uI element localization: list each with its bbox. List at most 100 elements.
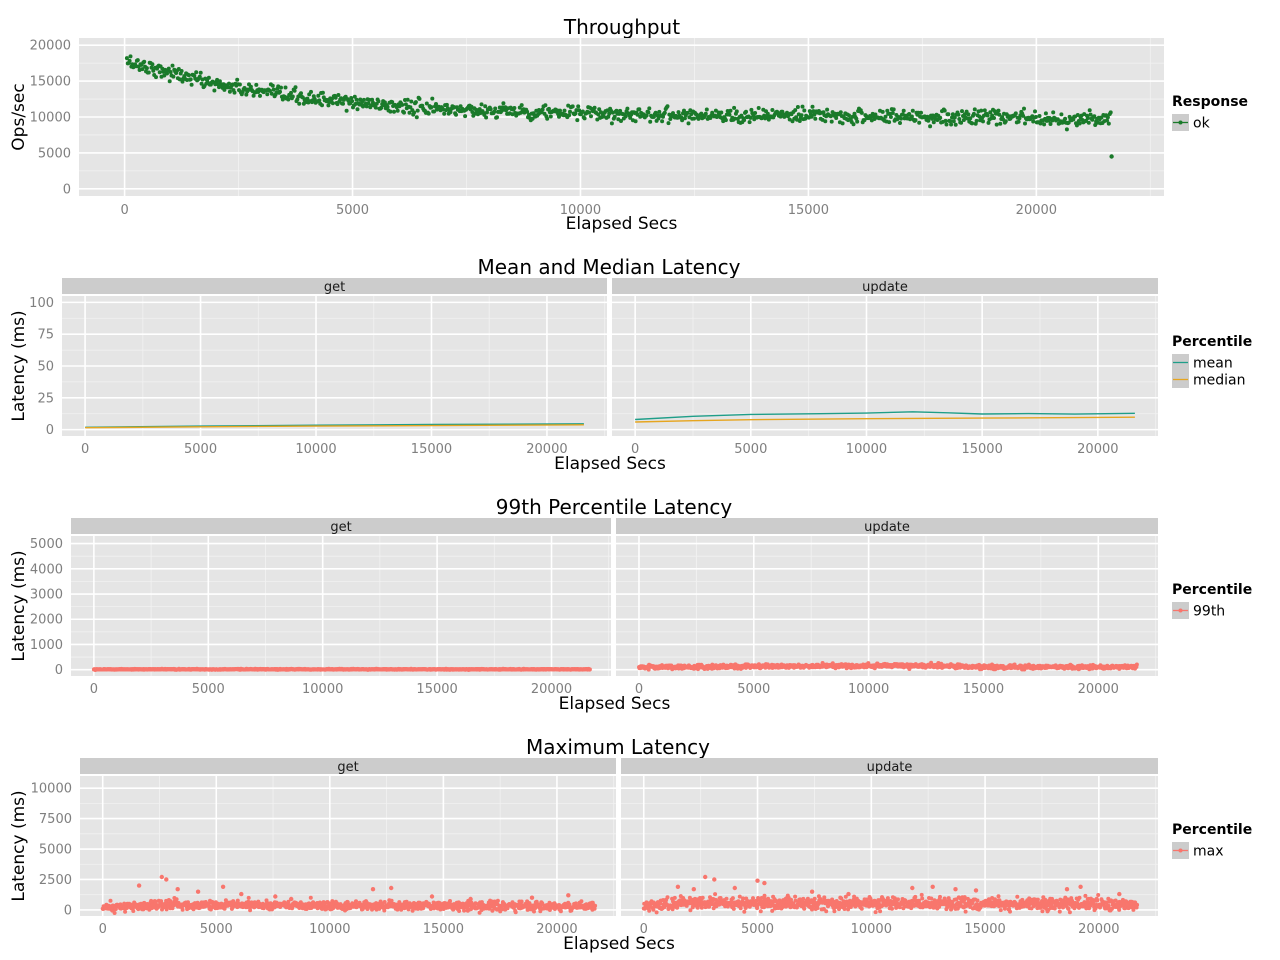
data-point [618,108,623,113]
facet-strip [621,758,1158,774]
data-point [593,903,598,908]
data-point [485,110,489,115]
data-point [810,104,815,109]
data-point [402,110,406,115]
data-point [855,119,860,124]
x-tick-label: 15000 [416,682,457,697]
data-point [972,107,977,112]
data-point [217,79,222,84]
data-point [852,111,857,116]
x-tick-label: 10000 [851,922,892,937]
data-point [704,107,709,112]
data-point [797,119,802,123]
data-point [444,102,449,107]
data-point [545,116,550,121]
data-point [751,896,755,901]
data-point [762,893,767,898]
data-point [206,75,211,80]
data-point [495,898,500,903]
data-point [151,68,156,73]
x-tick-label: 15000 [788,203,829,218]
data-point [430,96,435,101]
data-point [341,101,345,106]
data-point [770,108,775,112]
data-point [543,103,548,108]
data-point [1088,112,1093,117]
data-point [802,906,807,911]
data-point [959,120,964,125]
data-point [149,65,154,70]
data-point [144,66,149,71]
data-point [707,904,712,909]
data-point [981,119,985,124]
x-tick-label: 20000 [536,922,577,937]
data-point [942,108,947,113]
data-point [680,118,685,123]
data-point [997,112,1002,117]
data-point [354,97,359,102]
data-point [365,906,370,911]
data-point [244,92,249,97]
data-point [370,97,375,102]
y-tick-label: 0 [46,423,54,438]
data-point [938,115,943,120]
x-tick-label: 10000 [309,922,350,937]
y-axis-label: Latency (ms) [9,550,29,661]
data-point [759,896,764,900]
data-point [619,119,623,123]
data-point [1048,122,1053,126]
data-point [349,96,354,100]
data-point [273,894,278,899]
data-point [547,106,551,111]
data-point [364,104,369,109]
chart-title: Maximum Latency [526,735,710,759]
data-point [265,92,270,97]
data-point [758,909,763,914]
data-point [519,899,524,904]
data-point [1033,109,1037,114]
data-point [859,110,864,115]
data-point [909,114,914,119]
data-point [628,115,633,120]
data-point [135,58,140,63]
data-point [597,107,602,112]
data-point [851,122,856,127]
data-point [823,119,828,124]
data-point [1086,120,1091,125]
data-point [424,101,429,106]
data-point [1077,121,1082,126]
x-tick-label: 20000 [1078,922,1119,937]
data-point [1105,118,1109,123]
x-tick-label: 0 [81,442,89,457]
data-point [637,107,642,112]
x-tick-label: 0 [99,922,107,937]
data-point [570,104,575,109]
data-point [389,885,394,891]
facet-strip [80,758,616,774]
facet-label: update [867,760,913,775]
data-point [648,119,653,124]
data-point [382,900,387,904]
data-point [457,909,462,913]
data-point [953,122,958,127]
data-point [719,110,724,115]
data-point [513,910,518,915]
data-point [232,90,237,95]
data-point [404,899,409,904]
data-point [195,889,201,894]
data-point [625,106,630,111]
legend-entry-median: median [1172,371,1245,389]
x-axis-label: Elapsed Secs [554,454,666,474]
data-point [887,120,892,125]
y-tick-label: 0 [63,182,71,197]
data-point [812,112,817,117]
data-point [960,109,964,114]
data-point [194,70,199,75]
data-point [647,106,652,111]
data-point [737,894,742,899]
data-point [731,906,736,911]
